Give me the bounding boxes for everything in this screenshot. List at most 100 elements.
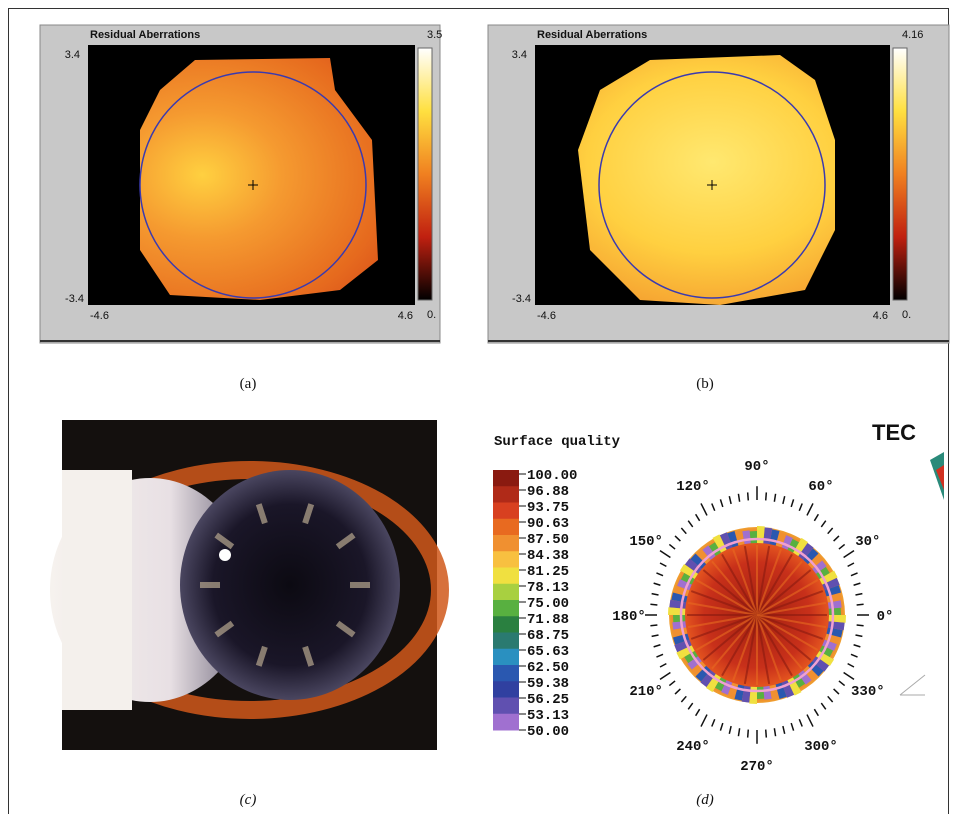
scale-label: 68.75 (527, 628, 569, 644)
scale-band (493, 568, 519, 585)
polar-tick (729, 726, 731, 734)
polar-tick (844, 551, 854, 558)
rim-segment (673, 615, 685, 622)
polar-tick (821, 703, 825, 709)
x-left: -4.6 (537, 310, 556, 322)
polar-tick (675, 536, 680, 541)
scale-band (493, 503, 519, 520)
scale-label: 84.38 (527, 548, 569, 564)
polar-tick (851, 654, 858, 657)
polar-tick (848, 563, 854, 566)
polar-tick (857, 604, 864, 605)
rim-segment (757, 687, 764, 699)
polar-tick (701, 503, 707, 515)
x-right: 4.6 (398, 310, 413, 322)
angle-label: 0° (877, 609, 894, 625)
polar-tick (783, 496, 785, 504)
polar-tick (660, 673, 670, 680)
angle-label: 90° (744, 459, 769, 475)
y-bottom: -3.4 (512, 293, 531, 305)
polar-tick (814, 514, 818, 521)
polar-tick (681, 528, 686, 534)
angle-label: 60° (808, 479, 833, 495)
polar-tick (650, 625, 657, 626)
polar-tick (834, 689, 839, 694)
polar-tick (681, 696, 686, 702)
polar-tick (688, 703, 692, 709)
polar-tick (738, 494, 739, 502)
scale-band (493, 698, 519, 715)
scale-min: 0. (902, 309, 911, 321)
angle-label: 300° (804, 739, 838, 755)
polar-tick (807, 503, 813, 515)
polar-tick (669, 681, 675, 686)
scale-label: 56.25 (527, 692, 569, 708)
polar-tick (660, 551, 670, 558)
scale-band (493, 633, 519, 650)
scale-max: 4.16 (902, 29, 923, 41)
polar-tick (774, 494, 775, 502)
scale-band (493, 616, 519, 633)
polar-tick (660, 563, 666, 566)
polar-tick (839, 681, 845, 686)
figure: Residual Aberrations3.50.3.4-3.4-4.64.6R… (0, 0, 957, 814)
polar-tick (696, 514, 700, 521)
angle-label: 180° (612, 609, 646, 625)
polar-tick (851, 573, 858, 576)
scale-min: 0. (427, 309, 436, 321)
angle-label: 240° (676, 739, 710, 755)
polar-tick (834, 536, 839, 541)
polar-tick (712, 503, 715, 510)
angle-label: 210° (629, 684, 663, 700)
scale-label: 50.00 (527, 724, 569, 740)
polar-tick (848, 664, 854, 667)
scale-label: 78.13 (527, 580, 569, 596)
sclera-edge (62, 470, 132, 710)
rim-segment (829, 608, 841, 615)
corner-text: TEC (872, 420, 916, 445)
incision (350, 582, 370, 588)
scale-label: 90.63 (527, 516, 569, 532)
polar-tick (652, 635, 659, 636)
polar-tick (799, 503, 802, 510)
incision (200, 582, 220, 588)
scale-band (493, 519, 519, 536)
polar-tick (766, 730, 767, 738)
color-bar (893, 48, 907, 300)
polar-tick (654, 645, 661, 647)
polar-tick (729, 496, 731, 504)
angle-label: 120° (676, 479, 710, 495)
polar-tick (857, 625, 864, 626)
angle-label: 30° (855, 534, 880, 550)
scale-label: 87.50 (527, 532, 569, 548)
polar-tick (821, 521, 825, 527)
scale-label: 53.13 (527, 708, 569, 724)
scale-label: 93.75 (527, 500, 569, 516)
scale-label: 65.63 (527, 644, 569, 660)
polar-tick (650, 604, 657, 605)
polar-tick (660, 664, 666, 667)
angle-label: 330° (851, 684, 885, 700)
scale-label: 75.00 (527, 596, 569, 612)
scale-band (493, 600, 519, 617)
scale-band (493, 535, 519, 552)
scale-label: 71.88 (527, 612, 569, 628)
polar-tick (688, 521, 692, 527)
polar-tick (652, 594, 659, 595)
scale-band (493, 681, 519, 698)
panel-caption: (a) (240, 376, 257, 392)
polar-tick (766, 492, 767, 500)
panel-caption: (d) (696, 792, 714, 808)
polar-tick (783, 726, 785, 734)
polar-tick (799, 719, 802, 726)
rim-segment (750, 531, 757, 543)
panel-caption: (b) (696, 376, 714, 392)
panel-caption: (c) (240, 792, 257, 808)
scale-band (493, 665, 519, 682)
color-bar (418, 48, 432, 300)
scale-band (493, 551, 519, 568)
polar-tick (828, 696, 833, 702)
polar-tick (828, 528, 833, 534)
polar-tick (854, 583, 861, 585)
polar-tick (656, 654, 663, 657)
